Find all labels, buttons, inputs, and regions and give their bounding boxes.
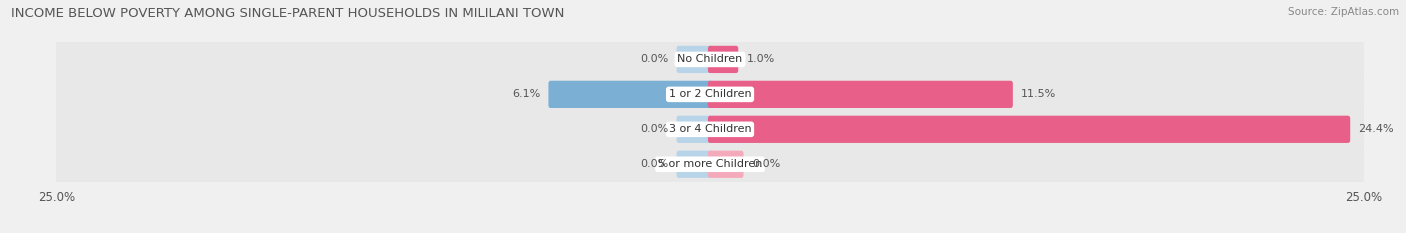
Text: 0.0%: 0.0% <box>640 124 668 134</box>
FancyBboxPatch shape <box>709 116 1350 143</box>
FancyBboxPatch shape <box>56 140 1364 188</box>
Text: 6.1%: 6.1% <box>512 89 540 99</box>
Text: 3 or 4 Children: 3 or 4 Children <box>669 124 751 134</box>
FancyBboxPatch shape <box>676 151 711 178</box>
Text: 1 or 2 Children: 1 or 2 Children <box>669 89 751 99</box>
Text: 0.0%: 0.0% <box>640 159 668 169</box>
FancyBboxPatch shape <box>56 36 1364 83</box>
Text: No Children: No Children <box>678 55 742 64</box>
Text: INCOME BELOW POVERTY AMONG SINGLE-PARENT HOUSEHOLDS IN MILILANI TOWN: INCOME BELOW POVERTY AMONG SINGLE-PARENT… <box>11 7 565 20</box>
Text: 0.0%: 0.0% <box>752 159 780 169</box>
FancyBboxPatch shape <box>548 81 711 108</box>
Text: 5 or more Children: 5 or more Children <box>658 159 762 169</box>
Text: 24.4%: 24.4% <box>1358 124 1395 134</box>
Text: 0.0%: 0.0% <box>640 55 668 64</box>
Text: Source: ZipAtlas.com: Source: ZipAtlas.com <box>1288 7 1399 17</box>
FancyBboxPatch shape <box>676 46 711 73</box>
FancyBboxPatch shape <box>709 151 744 178</box>
FancyBboxPatch shape <box>676 116 711 143</box>
FancyBboxPatch shape <box>709 81 1012 108</box>
FancyBboxPatch shape <box>709 46 738 73</box>
Text: 11.5%: 11.5% <box>1021 89 1056 99</box>
FancyBboxPatch shape <box>56 106 1364 153</box>
Text: 1.0%: 1.0% <box>747 55 775 64</box>
FancyBboxPatch shape <box>56 71 1364 118</box>
